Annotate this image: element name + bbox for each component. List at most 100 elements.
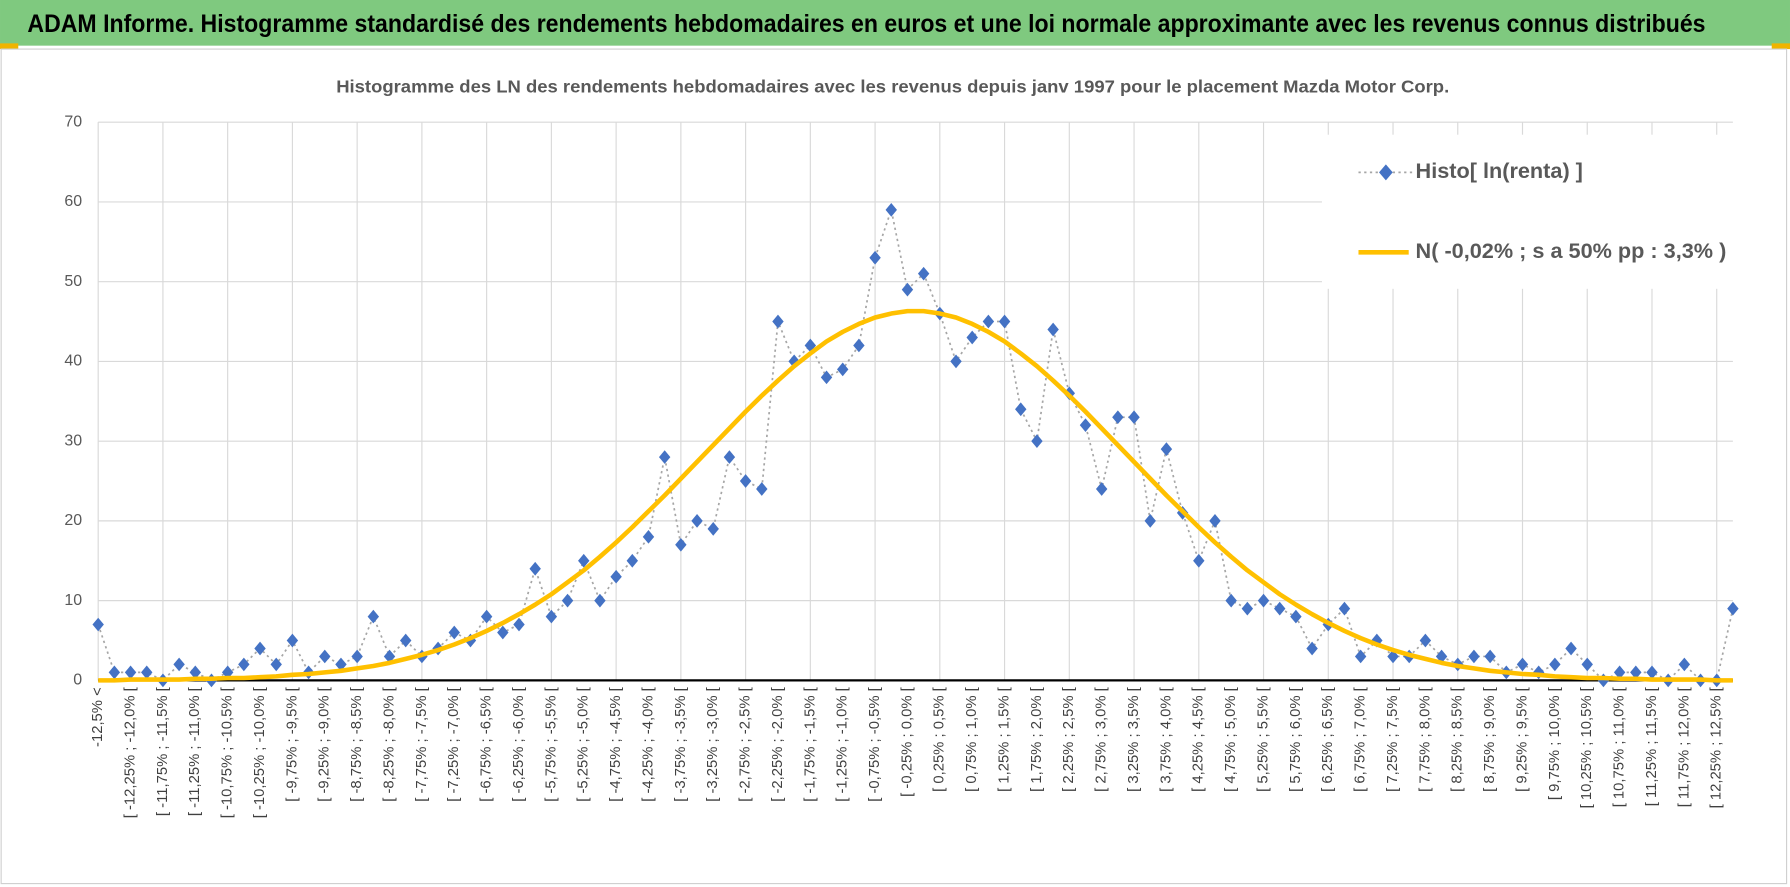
y-tick-label: 60: [64, 193, 82, 210]
data-point: [950, 354, 962, 369]
data-line: [97, 206, 1734, 682]
data-point: [772, 314, 784, 329]
data-point: [448, 625, 460, 640]
data-point: [1112, 410, 1124, 425]
page-title: ADAM Informe. Histogramme standardisé de…: [27, 10, 1705, 38]
y-tick-label: 20: [64, 512, 82, 529]
x-tick-label: [ -10,75% ; -10,5% [: [220, 687, 236, 818]
x-tick-label: [ 5,75% ; 6,0% [: [1288, 687, 1304, 792]
data-point: [626, 553, 639, 568]
curve-line: [98, 308, 1733, 683]
x-tick-label: [ -11,75% ; -11,5% [: [155, 687, 171, 816]
data-point: [561, 593, 574, 608]
x-tick-label: [ 12,25% ; 12,5% [: [1709, 687, 1725, 808]
x-tick-label: [ 5,25% ; 5,5% [: [1255, 687, 1271, 792]
x-tick-label: [ 2,75% ; 3,0% [: [1094, 687, 1110, 792]
x-tick-label: [ 10,75% ; 11,0% [: [1612, 687, 1628, 807]
y-tick-label: 10: [64, 592, 82, 609]
data-point: [513, 617, 525, 632]
x-tick-label: [ 0,25% ; 0,5% [: [932, 687, 948, 792]
x-tick-label: [ 4,75% ; 5,0% [: [1223, 687, 1239, 792]
x-tick-label: [ 7,75% ; 8,0% [: [1417, 687, 1433, 792]
x-tick-label: [ -12,25% ; -12,0% [: [122, 687, 138, 818]
y-tick-label: 0: [73, 672, 82, 689]
data-point: [723, 450, 736, 464]
x-tick-label: [ -0,25% ; 0,0% [: [899, 687, 915, 797]
x-tick-label: [ -0,75% ; -0,5% [: [867, 687, 883, 802]
x-tick-label: [ -4,25% ; -4,0% [: [640, 687, 656, 802]
x-tick-label: [ 6,25% ; 6,5% [: [1320, 687, 1336, 792]
data-point: [917, 266, 930, 281]
y-tick-label: 30: [64, 432, 82, 449]
x-tick-label: [ 9,25% ; 9,5% [: [1514, 687, 1530, 792]
data-point: [739, 474, 752, 488]
data-point: [1646, 665, 1658, 680]
x-tick-label: [ 11,25% ; 11,5% [: [1644, 687, 1660, 806]
x-tick-label: [ -8,75% ; -8,5% [: [349, 687, 365, 802]
x-tick-label: [ -5,25% ; -5,0% [: [576, 687, 592, 802]
x-tick-label: [ 8,25% ; 8,5% [: [1450, 687, 1466, 792]
x-tick-label: [ -6,25% ; -6,0% [: [511, 687, 527, 802]
y-tick-label: 70: [64, 113, 82, 130]
data-point: [1613, 665, 1626, 680]
data-point: [998, 314, 1011, 329]
x-tick-label: [ -1,75% ; -1,5% [: [802, 687, 818, 802]
x-tick-label: [ -10,25% ; -10,0% [: [252, 687, 268, 818]
legend-swatch: [1379, 164, 1393, 181]
data-point: [108, 665, 121, 680]
x-tick-label: [ -8,25% ; -8,0% [: [381, 687, 397, 802]
data-point: [642, 529, 655, 544]
corner: [1771, 43, 1790, 50]
data-point: [529, 561, 541, 576]
data-point: [92, 617, 104, 632]
data-point: [594, 593, 606, 608]
data-point: [869, 250, 881, 265]
y-tick-label: 40: [64, 353, 82, 370]
data-point: [707, 522, 719, 536]
y-tick-label: 50: [64, 273, 82, 290]
x-tick-label: [ -7,25% ; -7,0% [: [446, 687, 462, 802]
x-tick-label: [ 8,75% ; 9,0% [: [1482, 687, 1498, 792]
data-point: [578, 553, 590, 568]
x-tick-label: [ 1,75% ; 2,0% [: [1029, 687, 1045, 792]
x-tick-label: [ -3,25% ; -3,0% [: [705, 687, 721, 802]
x-tick-label: [ -6,75% ; -6,5% [: [479, 687, 495, 802]
x-tick-label: [ 1,25% ; 1,5% [: [996, 687, 1012, 792]
x-tick-label: [ -9,25% ; -9,0% [: [317, 687, 333, 802]
banner: [0, 0, 1790, 46]
x-tick-label: [ -9,75% ; -9,5% [: [284, 687, 300, 802]
x-tick-label: [ 3,25% ; 3,5% [: [1126, 687, 1142, 792]
x-tick-label: [ 0,75% ; 1,0% [: [964, 687, 980, 792]
chart-border: [0, 48, 1788, 885]
x-tick-label: [ -5,75% ; -5,5% [: [543, 687, 559, 802]
legend-box: [1321, 134, 1736, 289]
x-tick-label: [ -1,25% ; -1,0% [: [835, 687, 851, 802]
corner: [0, 43, 19, 50]
data-point: [1193, 553, 1205, 568]
data-point: [1128, 410, 1140, 425]
data-point: [254, 641, 266, 656]
x-tick-label: [ 11,75% ; 12,0% [: [1676, 687, 1692, 807]
x-tick-label: [ -11,25% ; -11,0% [: [187, 687, 203, 816]
x-tick-label: [ -7,75% ; -7,5% [: [414, 687, 430, 802]
x-tick-label: [ 7,25% ; 7,5% [: [1385, 687, 1401, 792]
x-tick-label: [ 2,25% ; 2,5% [: [1061, 687, 1077, 792]
data-point: [1015, 402, 1027, 417]
x-tick-label: [ -2,25% ; -2,0% [: [770, 687, 786, 802]
x-tick-label: [ 9,75% ; 10,0% [: [1547, 687, 1563, 800]
data-point: [837, 362, 849, 377]
data-point: [820, 370, 833, 385]
data-point: [124, 665, 137, 680]
data-point: [141, 665, 153, 680]
data-point: [1225, 593, 1237, 608]
x-tick-label: [ -2,75% ; -2,5% [: [738, 687, 754, 802]
data-point: [1257, 593, 1270, 608]
data-point: [1047, 322, 1059, 337]
data-point: [966, 330, 978, 345]
x-tick-label: [ 6,75% ; 7,0% [: [1353, 687, 1369, 792]
x-tick-label: [ 4,25% ; 4,5% [: [1191, 687, 1207, 792]
x-tick-label: [ 3,75% ; 4,0% [: [1158, 687, 1174, 792]
data-point: [497, 625, 509, 640]
data-point: [1630, 665, 1642, 680]
